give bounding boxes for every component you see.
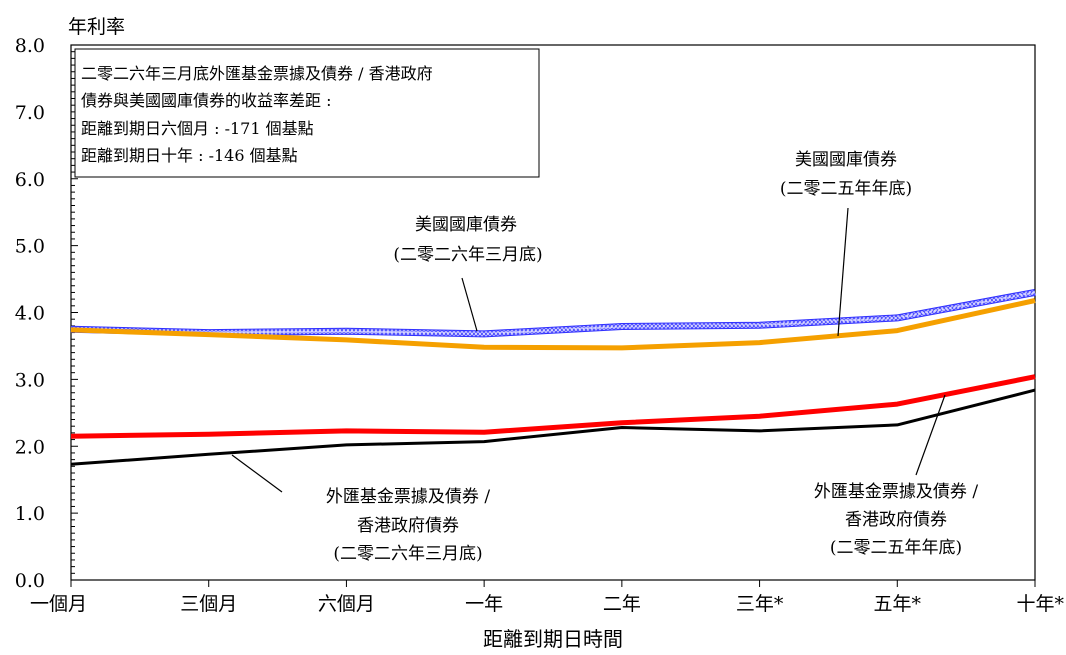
x-axis: 一個月 三個月 六個月 一年 二年 三年* 五年* 十年* xyxy=(30,580,1064,615)
annotation-efb-2025-leader xyxy=(915,394,946,476)
annotation-us-2026-leader xyxy=(461,277,478,332)
series-line-us_2026-texture xyxy=(70,291,1036,335)
annotation-efb-2025-line-3: (二零二五年年底) xyxy=(830,538,962,558)
x-tick-label: 三年* xyxy=(736,593,784,615)
annotation-us-2026-line-2: (二零二六年三月底) xyxy=(393,245,542,265)
x-tick-label: 三個月 xyxy=(180,593,237,615)
series-line-efb_2025 xyxy=(70,374,1036,439)
x-tick-label: 十年* xyxy=(1016,593,1064,615)
y-tick-label: 8.0 xyxy=(15,35,45,57)
annotation-us-2025-line-2: (二零二五年年底) xyxy=(780,179,912,199)
info-box: 二零二六年三月底外匯基金票據及債券 / 香港政府 債券與美國國庫債券的收益率差距… xyxy=(74,48,540,178)
series-group xyxy=(70,288,1036,466)
info-box-line-4: 距離到期日十年 : -146 個基點 xyxy=(81,146,298,165)
annotation-efb-2026-line-3: (二零二六年三月底) xyxy=(333,544,482,564)
x-tick-label: 一個月 xyxy=(30,593,87,615)
annotation-us-2026-line-1: 美國國庫債券 xyxy=(415,215,517,235)
y-axis-title: 年利率 xyxy=(68,16,125,38)
series-line-us_2025 xyxy=(70,298,1036,351)
y-tick-label: 0.0 xyxy=(15,570,45,592)
y-tick-label: 6.0 xyxy=(15,169,45,191)
info-box-frame xyxy=(74,48,540,178)
y-tick-label: 3.0 xyxy=(15,369,45,391)
annotation-efb-2025-line-2: 香港政府債券 xyxy=(845,510,947,530)
y-tick-label: 1.0 xyxy=(15,503,45,525)
y-tick-label: 7.0 xyxy=(15,102,45,124)
annotation-efb-2026-line-2: 香港政府債券 xyxy=(357,516,459,536)
y-tick-label: 5.0 xyxy=(15,236,45,258)
x-tick-label: 一年 xyxy=(465,593,503,615)
x-tick-label: 二年 xyxy=(603,593,641,615)
annotation-us-2025-line-1: 美國國庫債券 xyxy=(795,150,897,170)
y-axis: 0.0 1.0 2.0 3.0 4.0 5.0 6.0 7.0 8.0 xyxy=(15,35,78,592)
annotation-us-2025-leader xyxy=(837,207,849,337)
annotation-efb-2025-line-1: 外匯基金票據及債券 / xyxy=(814,482,978,502)
y-tick-label: 2.0 xyxy=(15,436,45,458)
info-box-line-1: 二零二六年三月底外匯基金票據及債券 / 香港政府 xyxy=(81,64,433,83)
series-line-efb_2026 xyxy=(70,388,1036,466)
annotation-efb-2026-line-1: 外匯基金票據及債券 / xyxy=(326,487,490,507)
info-box-line-3: 距離到期日六個月 : -171 個基點 xyxy=(81,119,314,138)
x-tick-label: 五年* xyxy=(874,593,922,615)
annotation-us-2025: 美國國庫債券 (二零二五年年底) xyxy=(780,150,912,337)
annotation-efb-2026: 外匯基金票據及債券 / 香港政府債券 (二零二六年三月底) xyxy=(231,454,490,564)
annotation-efb-2025: 外匯基金票據及債券 / 香港政府債券 (二零二五年年底) xyxy=(814,394,978,558)
x-axis-title: 距離到期日時間 xyxy=(483,627,623,651)
info-box-line-2: 債券與美國國庫債券的收益率差距 : xyxy=(81,91,331,110)
y-tick-label: 4.0 xyxy=(15,303,45,325)
annotation-us-2026: 美國國庫債券 (二零二六年三月底) xyxy=(393,215,543,332)
x-tick-label: 六個月 xyxy=(318,593,375,615)
annotation-efb-2026-leader xyxy=(231,454,283,493)
